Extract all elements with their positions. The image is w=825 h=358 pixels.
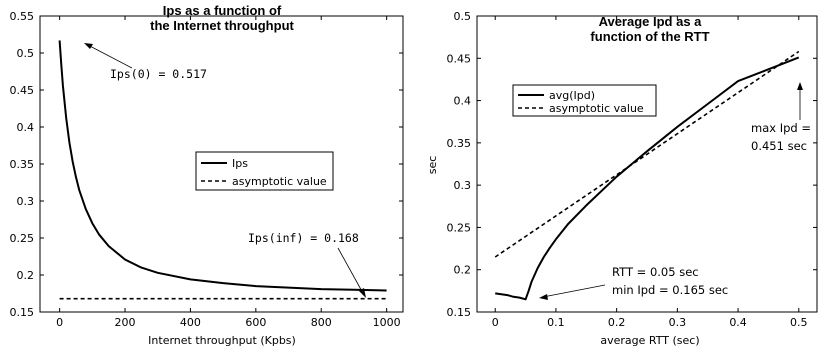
annotation-arrowhead-ips-zero bbox=[84, 43, 93, 49]
x-tick-label: 800 bbox=[311, 316, 332, 329]
x-axis-label: Internet throughput (Kpbs) bbox=[148, 334, 296, 347]
y-tick-label: 0.45 bbox=[10, 84, 35, 97]
chart-title-line-2: the Internet throughput bbox=[150, 18, 294, 33]
annotation-arrow-ips-zero bbox=[85, 43, 133, 69]
y-axis-label: sec bbox=[426, 156, 439, 175]
annotation-arrow-min-ipd bbox=[542, 284, 606, 298]
y-tick-label: 0.4 bbox=[454, 95, 472, 108]
y-tick-label: 0.3 bbox=[17, 195, 35, 208]
x-tick-label: 0.1 bbox=[547, 316, 565, 329]
chart-title-line-1: Ips as a function of bbox=[163, 3, 282, 18]
y-tick-label: 0.35 bbox=[447, 137, 472, 150]
x-axis-label: average RTT (sec) bbox=[600, 334, 699, 347]
x-tick-label: 0.5 bbox=[790, 316, 808, 329]
annotation-ips-zero: Ips(0) = 0.517 bbox=[110, 67, 207, 81]
x-tick-label: 0 bbox=[56, 316, 63, 329]
annotation-max-ipd-line-1: max Ipd = bbox=[751, 121, 811, 135]
chart-title-line-1: Average Ipd as a bbox=[599, 14, 703, 29]
x-tick-label: 0.3 bbox=[669, 316, 687, 329]
y-tick-label: 0.55 bbox=[10, 10, 35, 23]
x-tick-label: 600 bbox=[245, 316, 266, 329]
series-line-ips bbox=[58, 40, 387, 292]
annotations: Ips(0) = 0.517 Ips(inf) = 0.168 bbox=[84, 43, 366, 298]
annotation-min-ipd-line-2: min Ipd = 0.165 sec bbox=[612, 283, 728, 297]
x-tick-label: 0 bbox=[492, 316, 499, 329]
y-tick-label: 0.2 bbox=[17, 269, 35, 282]
tick-labels: 0 0.1 0.2 0.3 0.4 0.5 0.15 0.2 0.25 0.3 0.35 0.4 0.4… bbox=[447, 10, 817, 329]
plot-frame bbox=[39, 15, 404, 313]
annotation-arrowhead-max-ipd bbox=[797, 82, 803, 90]
annotation-arrow-ips-inf bbox=[337, 247, 365, 296]
legend-label-ips: Ips bbox=[232, 157, 248, 170]
series-line-avg-ipd- bbox=[495, 56, 800, 301]
chart-ipd-vs-rtt: Average Ipd as a function of the RTT 0 0.… bbox=[426, 10, 818, 347]
legend-label-asymptotic: asymptotic value bbox=[549, 102, 644, 115]
series-lines bbox=[494, 50, 800, 301]
legend-box bbox=[512, 84, 657, 117]
y-tick-label: 0.5 bbox=[17, 47, 35, 60]
legend: Ips asymptotic value bbox=[195, 151, 334, 191]
legend-label-asymptotic: asymptotic value bbox=[232, 175, 327, 188]
chart-title-line-2: function of the RTT bbox=[590, 29, 709, 44]
legend-label-avg-ipd: avg(Ipd) bbox=[549, 89, 595, 102]
x-tick-label: 0.4 bbox=[729, 316, 747, 329]
annotation-max-ipd-line-2: 0.451 sec bbox=[751, 139, 807, 153]
y-tick-label: 0.15 bbox=[447, 306, 472, 319]
x-tick-label: 200 bbox=[115, 316, 136, 329]
series-line-asymptotic-value bbox=[494, 50, 800, 258]
plot-frame bbox=[476, 15, 818, 313]
legend: avg(Ipd) asymptotic value bbox=[512, 84, 657, 117]
y-tick-label: 0.25 bbox=[10, 232, 35, 245]
annotation-arrowhead-ips-inf bbox=[359, 288, 366, 298]
x-tick-label: 400 bbox=[180, 316, 201, 329]
y-tick-label: 0.25 bbox=[447, 221, 472, 234]
y-tick-label: 0.5 bbox=[454, 10, 472, 23]
annotation-ips-inf: Ips(inf) = 0.168 bbox=[248, 231, 359, 245]
annotations: max Ipd = 0.451 sec RTT = 0.05 sec min I… bbox=[539, 82, 811, 300]
y-tick-label: 0.3 bbox=[454, 179, 472, 192]
series-lines bbox=[58, 40, 387, 300]
y-tick-label: 0.4 bbox=[17, 121, 35, 134]
y-tick-label: 0.45 bbox=[447, 52, 472, 65]
x-tick-label: 1000 bbox=[373, 316, 401, 329]
tick-labels: 0 200 400 600 800 1000 0.15 0.2 0.25 0.3 0.35 0.4 0.… bbox=[10, 10, 403, 329]
y-tick-label: 0.35 bbox=[10, 158, 35, 171]
legend-box bbox=[195, 151, 334, 191]
x-tick-label: 0.2 bbox=[608, 316, 626, 329]
chart-ips-vs-throughput: Ips as a function of the Internet throug… bbox=[10, 3, 404, 347]
annotation-arrowhead-min-ipd bbox=[539, 294, 548, 300]
y-tick-label: 0.2 bbox=[454, 264, 472, 277]
annotation-min-ipd-line-1: RTT = 0.05 sec bbox=[612, 265, 699, 279]
y-tick-label: 0.15 bbox=[10, 306, 35, 319]
